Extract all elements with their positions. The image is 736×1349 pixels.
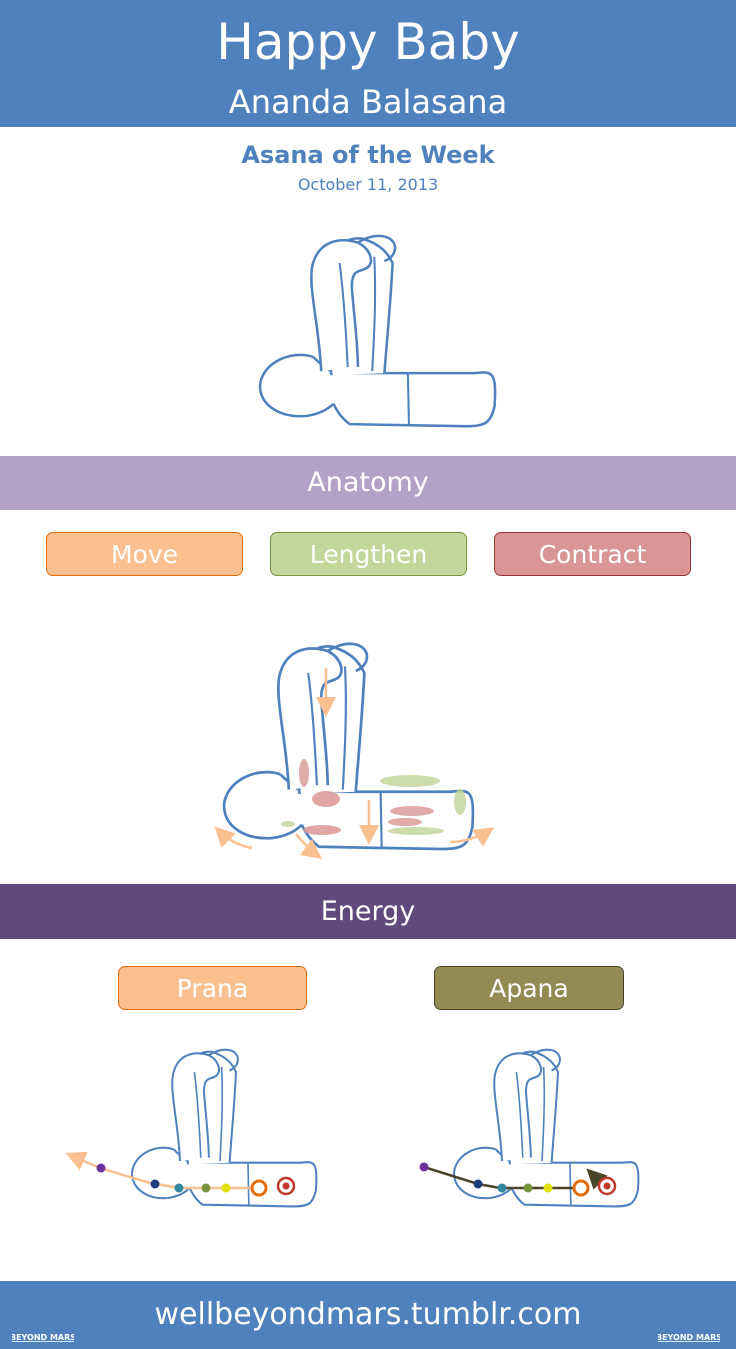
- chakra-heart: [523, 1183, 533, 1193]
- asana-of-week-label: Asana of the Week: [241, 141, 495, 169]
- beyond-mars-logo-right: BEYOND MARS: [658, 1291, 720, 1342]
- chakra-sacral: [572, 1179, 590, 1197]
- post-date: October 11, 2013: [297, 175, 439, 194]
- logo-text: BEYOND MARS: [658, 1333, 720, 1342]
- contract-area: [312, 791, 340, 807]
- apana-arrow: [586, 1168, 608, 1190]
- move-arrow: [449, 827, 495, 847]
- lengthen-area: [281, 821, 295, 827]
- chakra-solar-plexus: [221, 1183, 231, 1193]
- beyond-mars-logo-left: BEYOND MARS: [12, 1291, 74, 1342]
- contract-area: [299, 759, 309, 787]
- chakra-third-eye: [473, 1179, 483, 1189]
- contract-area: [388, 818, 422, 826]
- legend-apana: Apana: [434, 966, 624, 1010]
- chakra-throat: [497, 1183, 507, 1193]
- move-arrow: [214, 826, 253, 850]
- chakra-solar-plexus: [543, 1183, 553, 1193]
- logo-text: BEYOND MARS: [12, 1333, 74, 1342]
- legend-lengthen: Lengthen: [270, 532, 467, 576]
- chakra-crown: [96, 1163, 106, 1173]
- header-bar: Happy Baby Ananda Balasana: [0, 0, 736, 127]
- legend-contract: Contract: [494, 532, 691, 576]
- chakra-sacral: [250, 1179, 268, 1197]
- prana-flow-line: [65, 1151, 258, 1190]
- blog-url-link[interactable]: wellbeyondmars.tumblr.com: [154, 1297, 582, 1332]
- chakra-throat: [174, 1183, 184, 1193]
- energy-section-header: Energy: [0, 884, 736, 939]
- pose-title: Happy Baby: [216, 13, 520, 71]
- contract-area: [390, 806, 434, 816]
- apana-flow-line: [423, 1165, 580, 1190]
- chakra-crown: [419, 1162, 429, 1172]
- pose-sanskrit-name: Ananda Balasana: [228, 83, 508, 121]
- legend-prana: Prana: [118, 966, 307, 1010]
- contract-area: [303, 825, 341, 835]
- chakra-third-eye: [150, 1179, 160, 1189]
- anatomy-section-header: Anatomy: [0, 456, 736, 510]
- chakra-root: [276, 1176, 296, 1196]
- chakra-root: [597, 1176, 617, 1196]
- legend-move: Move: [46, 532, 243, 576]
- lengthen-area: [380, 775, 440, 787]
- lengthen-area: [388, 827, 444, 835]
- chakra-heart: [201, 1183, 211, 1193]
- footer-bar: wellbeyondmars.tumblr.com: [0, 1281, 736, 1349]
- lengthen-area: [454, 789, 466, 815]
- move-arrow: [295, 833, 322, 860]
